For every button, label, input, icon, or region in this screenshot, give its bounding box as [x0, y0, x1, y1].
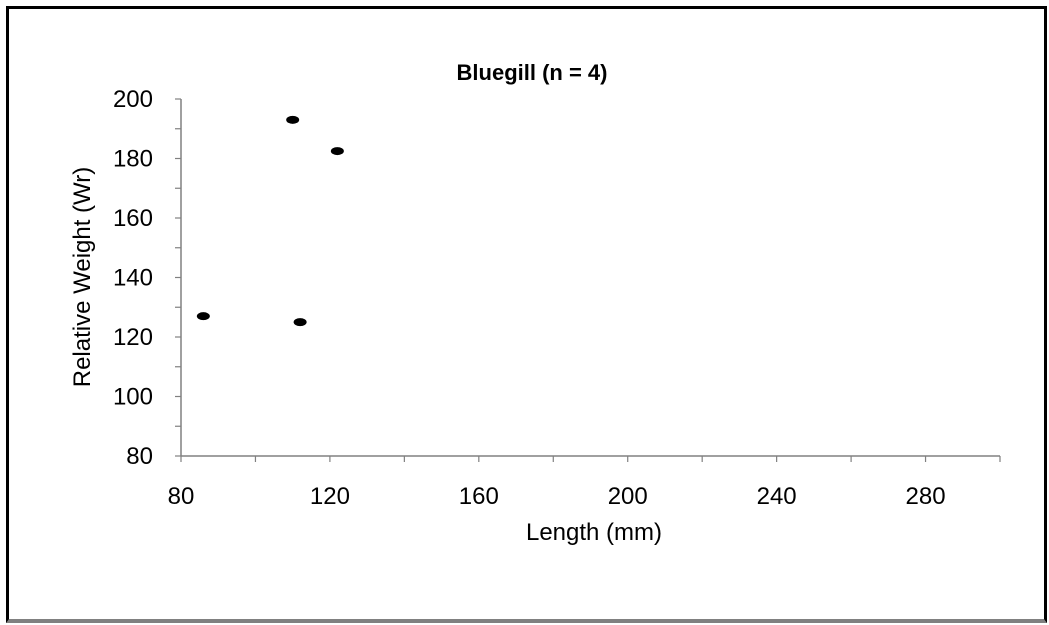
y-tick-label: 180: [113, 146, 153, 173]
x-axis-label: Length (mm): [526, 519, 662, 546]
axes: [180, 99, 1000, 457]
x-tick-label: 280: [906, 483, 946, 510]
data-points: [196, 115, 344, 327]
x-tick-label: 240: [757, 483, 797, 510]
y-tick-label: 120: [113, 324, 153, 351]
ticks: 80 120 160 200 240 280 80 100 120 140 160 180 200: [113, 86, 1001, 510]
y-axis-label: Relative Weight (Wr): [69, 167, 96, 388]
x-tick-label: 80: [168, 483, 195, 510]
y-tick-label: 200: [113, 86, 153, 113]
y-tick-label: 100: [113, 384, 153, 411]
x-tick-label: 160: [459, 483, 499, 510]
y-tick-label: 80: [126, 443, 153, 470]
x-tick-label: 120: [310, 483, 350, 510]
data-point: [293, 318, 307, 327]
data-point: [286, 115, 300, 124]
data-point: [196, 312, 210, 321]
chart-frame: [6, 6, 1047, 623]
y-tick-label: 160: [113, 205, 153, 232]
x-tick-label: 200: [608, 483, 648, 510]
chart-title: Bluegill (n = 4): [457, 60, 608, 85]
y-tick-label: 140: [113, 265, 153, 292]
data-point: [330, 147, 344, 156]
